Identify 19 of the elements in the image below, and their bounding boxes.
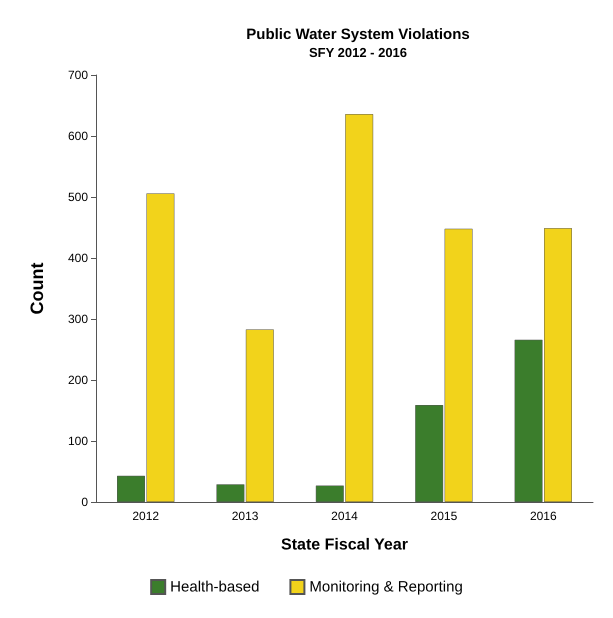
x-tick-label: 2014 bbox=[331, 509, 358, 523]
legend-label: Monitoring & Reporting bbox=[309, 578, 463, 596]
x-tick-label: 2012 bbox=[132, 509, 160, 523]
y-tick-label: 700 bbox=[68, 68, 88, 82]
x-tick-label: 2013 bbox=[232, 509, 259, 523]
x-axis-title: State Fiscal Year bbox=[281, 536, 408, 554]
x-tick-label: 2015 bbox=[430, 509, 458, 523]
y-axis-title: Count bbox=[27, 262, 47, 314]
y-tick-label: 0 bbox=[81, 495, 88, 509]
y-tick-label: 600 bbox=[68, 129, 88, 143]
chart-title: Public Water System Violations bbox=[246, 26, 470, 43]
y-tick-label: 500 bbox=[68, 190, 88, 204]
y-tick-label: 200 bbox=[68, 373, 88, 387]
x-tick-label: 2016 bbox=[530, 509, 557, 523]
y-tick-label: 100 bbox=[68, 434, 88, 448]
legend-label: Health-based bbox=[170, 578, 260, 596]
chart-subtitle: SFY 2012 - 2016 bbox=[308, 45, 408, 60]
y-tick-label: 400 bbox=[68, 251, 88, 265]
y-tick-label: 300 bbox=[68, 312, 88, 326]
